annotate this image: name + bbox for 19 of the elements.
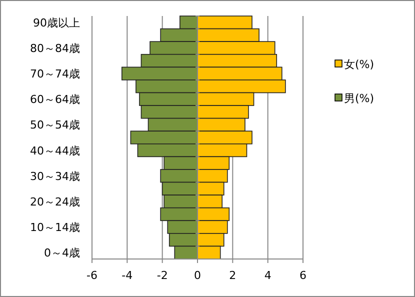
y-tick-label: 0～4歳 (44, 246, 80, 260)
y-tick-label: 90歳以上 (33, 16, 80, 30)
x-tick-label: -6 (86, 269, 98, 282)
x-tick-label: 2 (229, 269, 236, 282)
y-tick-label: 60～64歳 (30, 93, 80, 106)
legend-label: 男(%) (344, 92, 374, 105)
y-tick-label: 50～54歳 (30, 118, 80, 132)
x-tick-label: -4 (122, 269, 133, 282)
y-tick-label: 40～44歳 (30, 144, 80, 158)
y-tick-label: 80～84歳 (30, 42, 80, 55)
legend-label: 女(%) (344, 58, 374, 71)
x-tick-label: 6 (300, 269, 306, 282)
x-tick-label: 0 (194, 269, 201, 282)
x-tick-label: 4 (264, 269, 272, 282)
y-tick-label: 70～74歳 (30, 68, 80, 81)
x-tick-label: -2 (156, 269, 168, 282)
y-tick-label: 30～34歳 (30, 170, 80, 183)
y-tick-label: 10～14歳 (30, 221, 80, 234)
y-tick-label: 20～24歳 (30, 195, 80, 208)
